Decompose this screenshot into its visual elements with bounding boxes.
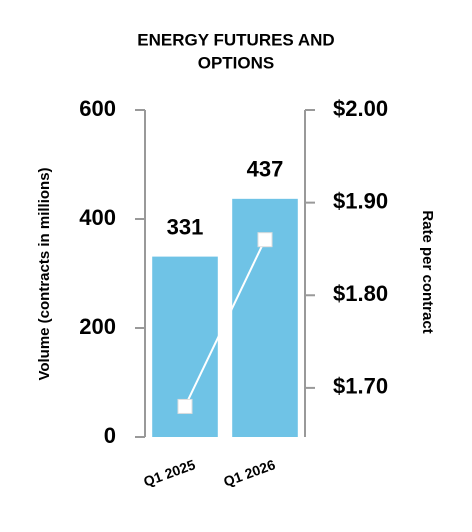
chart-title: OPTIONS xyxy=(198,53,275,72)
y2-tick-label: $1.70 xyxy=(333,374,388,399)
data-label: 331 xyxy=(167,214,204,239)
y2-tick-label: $1.90 xyxy=(333,188,388,213)
rate-line xyxy=(184,239,266,407)
y2-tick-label: $1.80 xyxy=(333,281,388,306)
y-tick-label: 600 xyxy=(79,96,116,121)
x-tick-label: Q1 2025 xyxy=(141,456,197,489)
y-tick-label: 200 xyxy=(79,314,116,339)
y-axis-title: Volume (contracts in millions) xyxy=(36,167,53,380)
rate-marker xyxy=(177,398,193,414)
chart-title: ENERGY FUTURES AND xyxy=(137,30,334,49)
y2-axis-title: Rate per contract xyxy=(419,210,436,333)
y-tick-label: 400 xyxy=(79,205,116,230)
y-tick-label: 0 xyxy=(104,423,116,448)
y2-tick-label: $2.00 xyxy=(333,96,388,121)
x-tick-label: Q1 2026 xyxy=(221,456,277,489)
rate-marker xyxy=(257,232,273,248)
data-label: 437 xyxy=(247,157,284,182)
